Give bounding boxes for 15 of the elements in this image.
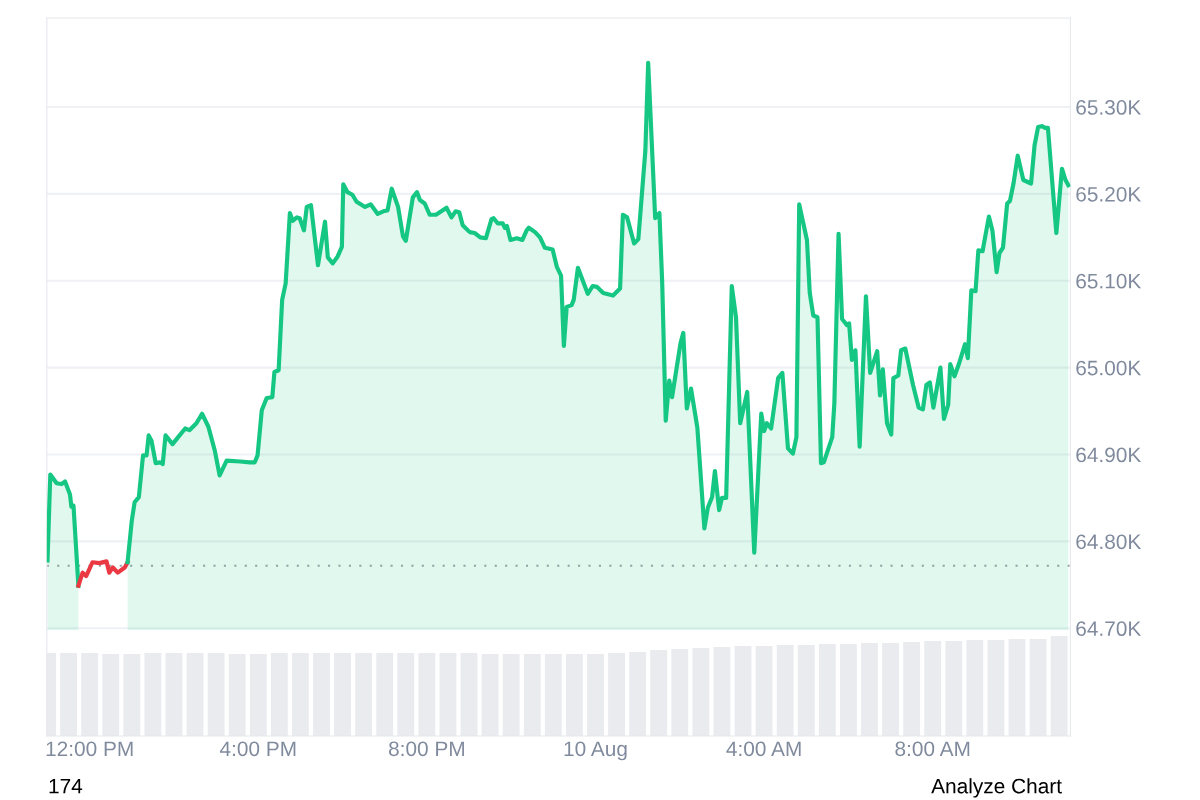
x-tick-label: 4:00 AM bbox=[726, 741, 801, 757]
y-tick-label: 65.10K bbox=[1076, 273, 1142, 289]
x-tick-label: 12:00 PM bbox=[46, 741, 133, 757]
y-tick-label: 64.70K bbox=[1076, 621, 1142, 637]
y-tick-label: 65.30K bbox=[1076, 100, 1142, 115]
x-tick-label: 8:00 AM bbox=[895, 741, 970, 757]
x-tick-label: 4:00 PM bbox=[219, 741, 296, 757]
y-tick-label: 65.20K bbox=[1076, 186, 1142, 202]
text: Analyze Chart bbox=[931, 778, 1062, 798]
x-tick-label: 10 Aug bbox=[564, 741, 627, 761]
y-tick-label: 64.80K bbox=[1076, 534, 1142, 550]
y-tick-label: 64.90K bbox=[1076, 447, 1142, 463]
x-tick-label: 8:00 PM bbox=[388, 741, 464, 757]
text: 174 bbox=[49, 778, 83, 794]
y-tick-label: 65.00K bbox=[1076, 360, 1142, 376]
